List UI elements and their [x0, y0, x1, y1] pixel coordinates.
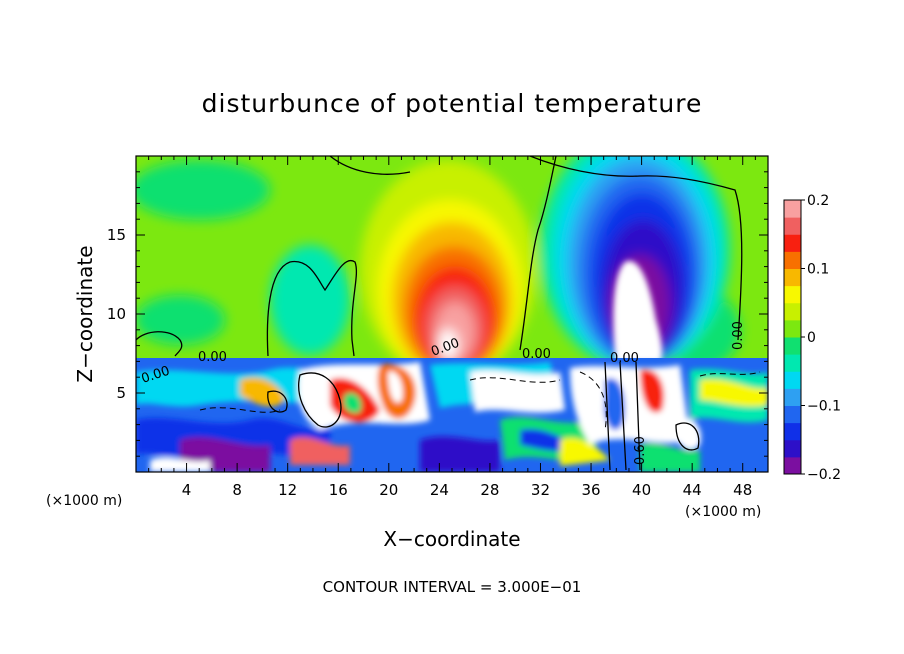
colorbar-swatch — [784, 405, 801, 424]
colorbar: 0.2 0.1 0 −0.1 −0.2 — [783, 193, 841, 483]
colorbar-swatch — [784, 217, 801, 235]
colorbar-swatch — [784, 388, 801, 406]
y-tick-label: 15 — [107, 226, 126, 244]
colorbar-swatch — [784, 337, 801, 355]
x-axis: 4 8 12 16 20 24 28 32 36 40 44 48 — [148, 156, 756, 499]
x-tick-label: 8 — [232, 481, 242, 499]
colorbar-tick-label: −0.2 — [807, 467, 841, 483]
colorbar-swatch — [784, 200, 801, 218]
x-tick-label: 16 — [329, 481, 348, 499]
x-tick-label: 20 — [379, 481, 398, 499]
colorbar-swatch — [784, 319, 801, 338]
y-tick-label: 5 — [116, 384, 126, 402]
x-tick-label: 28 — [480, 481, 499, 499]
colorbar-swatch — [784, 302, 801, 321]
colorbar-swatch — [784, 268, 801, 287]
colorbar-swatch — [784, 285, 801, 304]
colorbar-swatch — [784, 251, 801, 269]
colorbar-swatch — [784, 234, 801, 252]
contour-label: 0.00 — [610, 351, 639, 366]
colorbar-swatch — [784, 439, 801, 458]
contour-interval-note: CONTOUR INTERVAL = 3.000E−01 — [323, 578, 582, 596]
x-unit-left: (×1000 m) — [46, 493, 122, 509]
contour-label: 0.60 — [633, 436, 648, 465]
x-unit-right: (×1000 m) — [685, 504, 761, 520]
x-tick-label: 36 — [581, 481, 600, 499]
y-tick-label: 10 — [107, 305, 126, 323]
contour-label: 0.00 — [198, 350, 227, 365]
x-tick-label: 48 — [733, 481, 752, 499]
colorbar-swatch — [784, 422, 801, 441]
x-axis-label: X−coordinate — [383, 527, 520, 551]
y-axis: 5 10 15 — [107, 171, 768, 457]
colorbar-swatch — [784, 371, 801, 389]
x-tick-label: 44 — [683, 481, 702, 499]
x-tick-label: 4 — [182, 481, 192, 499]
colorbar-tick-label: 0 — [807, 330, 816, 346]
x-tick-label: 40 — [632, 481, 651, 499]
x-tick-label: 12 — [278, 481, 297, 499]
colorbar-swatch — [784, 354, 801, 372]
contour-label: 0.00 — [522, 347, 551, 362]
colorbar-tick-label: 0.2 — [807, 193, 829, 209]
colorbar-tick-label: 0.1 — [807, 262, 829, 278]
y-axis-label: Z−coordinate — [73, 245, 97, 382]
colorbar-swatch — [784, 456, 801, 475]
colorbar-tick-label: −0.1 — [807, 399, 841, 415]
x-tick-label: 24 — [430, 481, 449, 499]
x-tick-label: 32 — [531, 481, 550, 499]
chart-title: disturbunce of potential temperature — [202, 89, 703, 118]
contour-label: 0.00 — [731, 321, 746, 350]
heatmap-field — [136, 156, 768, 472]
